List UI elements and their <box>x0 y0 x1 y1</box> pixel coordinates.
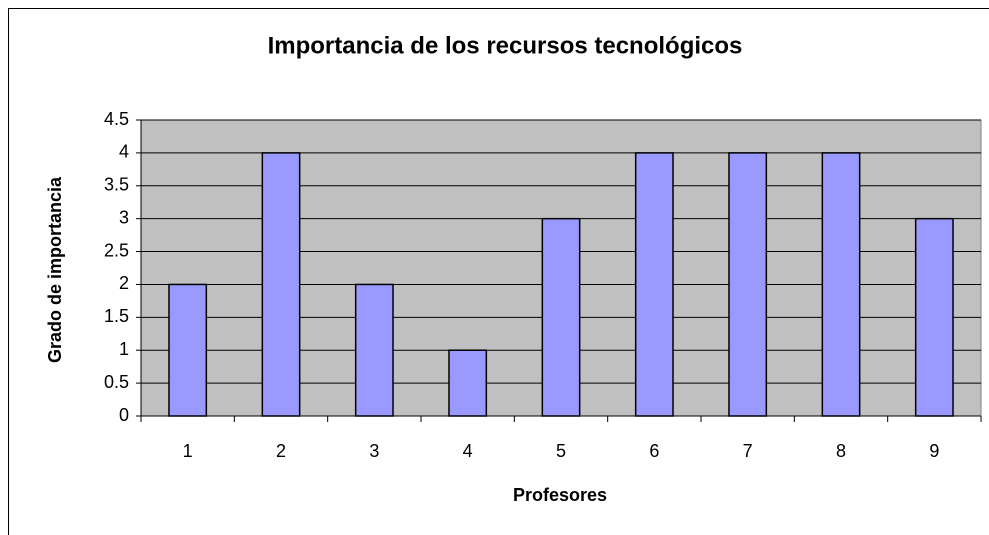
x-tick-label: 3 <box>369 441 379 461</box>
x-tick-label: 8 <box>836 441 846 461</box>
chart-title: Importancia de los recursos tecnológicos <box>268 32 743 59</box>
bar <box>168 283 208 417</box>
y-tick-label: 2 <box>119 273 129 293</box>
bar <box>354 283 394 417</box>
y-tick-label: 3 <box>119 207 129 227</box>
bar <box>448 349 488 417</box>
bar <box>821 152 861 417</box>
y-tick-label: 1 <box>119 339 129 359</box>
bar <box>914 217 954 417</box>
y-tick-label: 4 <box>119 142 129 162</box>
y-tick-label: 0.5 <box>104 372 129 392</box>
bar <box>261 152 301 417</box>
y-axis-label: Grado de importancia <box>45 176 65 363</box>
y-tick-label: 1.5 <box>104 306 129 326</box>
y-tick-label: 0 <box>119 405 129 425</box>
x-tick-label: 1 <box>183 441 193 461</box>
x-tick-label: 5 <box>556 441 566 461</box>
x-tick-label: 6 <box>649 441 659 461</box>
x-tick-label: 4 <box>463 441 473 461</box>
x-tick-label: 7 <box>743 441 753 461</box>
x-axis-label: Profesores <box>513 485 607 505</box>
bar <box>728 152 768 417</box>
y-tick-label: 2.5 <box>104 240 129 260</box>
bar <box>634 152 674 417</box>
x-tick-label: 2 <box>276 441 286 461</box>
x-tick-label: 9 <box>929 441 939 461</box>
y-tick-label: 3.5 <box>104 175 129 195</box>
y-tick-label: 4.5 <box>104 109 129 129</box>
bar <box>541 217 581 417</box>
